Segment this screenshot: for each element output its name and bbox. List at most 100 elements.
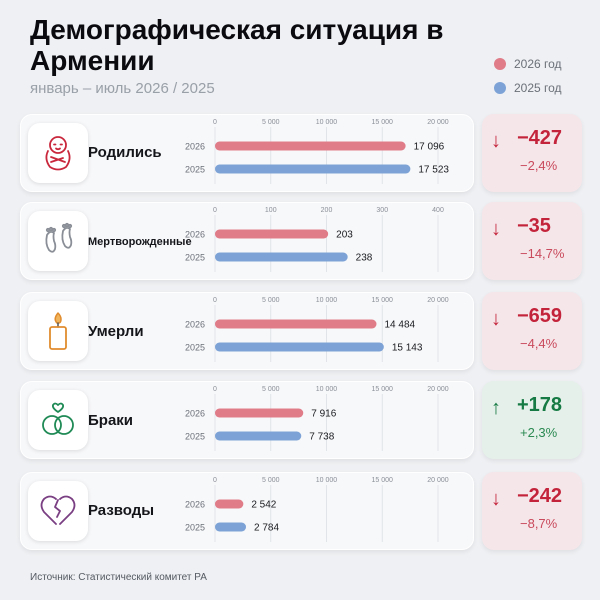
arrow-down-icon: ↓ xyxy=(491,308,501,330)
change-percent: −4,4% xyxy=(520,336,558,351)
deaths-change-card: ↓ −659 −4,4% xyxy=(482,292,582,370)
rings-icon xyxy=(28,390,88,450)
divorces-chart: 0 5 000 10 000 15 000 20 000 2026 2 542 2025 2 7… xyxy=(185,477,449,542)
tick-label: 10 000 xyxy=(316,386,338,393)
bar xyxy=(215,319,377,329)
series-year-label: 2026 xyxy=(185,142,205,152)
stillborn-change-card: ↓ −35 −14,7% xyxy=(482,202,582,280)
page-subtitle: январь – июль 2026 / 2025 xyxy=(30,80,215,97)
data-label: 15 143 xyxy=(392,343,423,354)
deaths-panel: Умерли 0 5 000 10 000 15 000 20 000 2026 14 48… xyxy=(20,292,474,370)
tick-label: 400 xyxy=(432,207,444,214)
change-value: −659 xyxy=(517,305,563,327)
data-label: 238 xyxy=(356,253,373,264)
bar xyxy=(215,522,247,532)
category-label: Умерли xyxy=(88,323,144,340)
births-panel: Родились 0 5 000 10 000 15 000 20 000 2026 17 … xyxy=(20,114,474,192)
tick-label: 15 000 xyxy=(372,477,394,484)
tick-label: 20 000 xyxy=(427,297,449,304)
arrow-down-icon: ↓ xyxy=(491,130,501,152)
tick-label: 0 xyxy=(213,477,217,484)
change-value: −427 xyxy=(517,127,563,149)
series-year-label: 2026 xyxy=(185,500,205,510)
category-label: Мертворожденные xyxy=(88,236,192,248)
change-value: −35 xyxy=(517,215,551,237)
change-percent: −2,4% xyxy=(520,158,558,173)
data-label: 14 484 xyxy=(384,320,415,331)
footprints-icon xyxy=(28,211,88,271)
births-chart: 0 5 000 10 000 15 000 20 000 2026 17 096 2025 17… xyxy=(185,119,449,184)
bar xyxy=(215,229,329,239)
tick-label: 10 000 xyxy=(316,297,338,304)
tick-label: 20 000 xyxy=(427,477,449,484)
series-year-label: 2025 xyxy=(185,165,205,175)
bar xyxy=(215,408,304,418)
bar xyxy=(215,141,406,151)
divorces-panel: Разводы 0 5 000 10 000 15 000 20 000 2026 2 54… xyxy=(20,472,474,550)
series-year-label: 2025 xyxy=(185,523,205,533)
tick-label: 0 xyxy=(213,386,217,393)
series-year-label: 2026 xyxy=(185,230,205,240)
stillborn-chart: 0 100 200 300 400 2026 203 2025 238 xyxy=(185,207,444,272)
series-year-label: 2026 xyxy=(185,409,205,419)
arrow-up-icon: ↑ xyxy=(491,397,501,419)
deaths-chart: 0 5 000 10 000 15 000 20 000 2026 14 484 2025 15… xyxy=(185,297,449,362)
data-label: 17 096 xyxy=(414,142,445,153)
arrow-down-icon: ↓ xyxy=(491,488,501,510)
source-note: Источник: Статистический комитет РА xyxy=(30,572,207,583)
tick-label: 0 xyxy=(213,207,217,214)
bar xyxy=(215,499,244,509)
bar xyxy=(215,431,302,441)
legend-item-2025: 2025 год xyxy=(494,76,562,100)
data-label: 203 xyxy=(336,230,353,241)
data-label: 2 542 xyxy=(251,500,276,511)
legend-item-2026: 2026 год xyxy=(494,52,562,76)
data-label: 2 784 xyxy=(254,523,279,534)
tick-label: 300 xyxy=(376,207,388,214)
data-label: 7 916 xyxy=(311,409,336,420)
legend-label-2025: 2025 год xyxy=(514,81,562,95)
bar xyxy=(215,252,348,262)
stillborn-panel: Мертворожденные 0 100 200 300 400 2026 203 2025… xyxy=(20,202,474,280)
tick-label: 5 000 xyxy=(262,297,280,304)
baby-icon xyxy=(28,123,88,183)
legend-dot-2025 xyxy=(494,82,506,94)
category-label: Браки xyxy=(88,412,134,429)
candle-icon xyxy=(28,301,88,361)
tick-label: 15 000 xyxy=(372,297,394,304)
tick-label: 20 000 xyxy=(427,119,449,126)
broken-heart-icon xyxy=(28,481,88,541)
tick-label: 100 xyxy=(265,207,277,214)
legend: 2026 год 2025 год xyxy=(494,52,562,100)
legend-dot-2026 xyxy=(494,58,506,70)
series-year-label: 2025 xyxy=(185,432,205,442)
category-label: Разводы xyxy=(88,502,155,519)
tick-label: 10 000 xyxy=(316,477,338,484)
page-title: Демографическая ситуация в Армении xyxy=(30,14,444,76)
tick-label: 0 xyxy=(213,297,217,304)
marriages-chart: 0 5 000 10 000 15 000 20 000 2026 7 916 2025 7 7… xyxy=(185,386,449,451)
tick-label: 200 xyxy=(321,207,333,214)
tick-label: 5 000 xyxy=(262,386,280,393)
change-percent: −14,7% xyxy=(520,246,565,261)
marriages-change-card: ↑ +178 +2,3% xyxy=(482,381,582,459)
change-value: +178 xyxy=(517,394,563,416)
arrow-down-icon: ↓ xyxy=(491,218,501,240)
series-year-label: 2025 xyxy=(185,253,205,263)
tick-label: 15 000 xyxy=(372,119,394,126)
marriages-panel: Браки 0 5 000 10 000 15 000 20 000 2026 7 916 2… xyxy=(20,381,474,459)
series-year-label: 2025 xyxy=(185,343,205,353)
data-label: 17 523 xyxy=(418,165,449,176)
tick-label: 15 000 xyxy=(372,386,394,393)
tick-label: 0 xyxy=(213,119,217,126)
change-value: −242 xyxy=(517,485,563,507)
change-percent: −8,7% xyxy=(520,516,558,531)
bar xyxy=(215,342,384,352)
data-label: 7 738 xyxy=(309,432,334,443)
divorces-change-card: ↓ −242 −8,7% xyxy=(482,472,582,550)
series-year-label: 2026 xyxy=(185,320,205,330)
tick-label: 10 000 xyxy=(316,119,338,126)
tick-label: 5 000 xyxy=(262,477,280,484)
tick-label: 20 000 xyxy=(427,386,449,393)
change-percent: +2,3% xyxy=(520,425,558,440)
